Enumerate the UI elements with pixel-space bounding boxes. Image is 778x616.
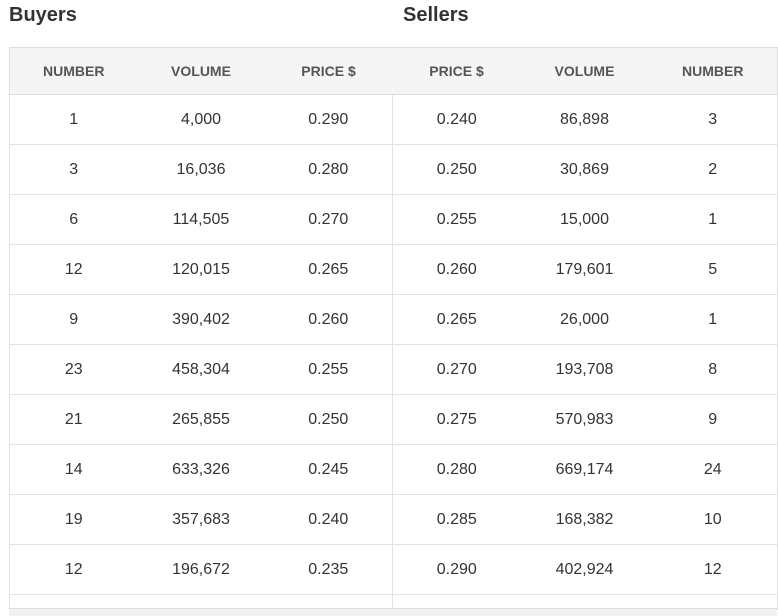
header-sell-price: PRICE $ — [392, 47, 521, 95]
buy-volume-cell: 114,505 — [137, 194, 265, 245]
sell-number-cell: 1 — [648, 294, 778, 345]
table-row: 1 4,000 0.290 0.240 86,898 3 — [9, 94, 778, 145]
buy-number-cell: 19 — [9, 494, 138, 545]
sell-number-cell: 10 — [648, 494, 778, 545]
buy-number-cell: 12 — [9, 244, 138, 295]
table-row: 12 196,672 0.235 0.290 402,924 12 — [9, 544, 778, 595]
sell-price-cell: 0.250 — [392, 144, 521, 195]
buy-number-cell: 9 — [9, 294, 138, 345]
sell-volume-cell: 669,174 — [520, 444, 649, 495]
sell-price-cell: 0.270 — [392, 344, 521, 395]
table-row: 6 114,505 0.270 0.255 15,000 1 — [9, 194, 778, 245]
header-buy-price: PRICE $ — [264, 47, 393, 95]
buy-number-cell: 12 — [9, 544, 138, 595]
table-row: 23 458,304 0.255 0.270 193,708 8 — [9, 344, 778, 395]
buy-number-cell: 14 — [9, 444, 138, 495]
buy-price-cell: 0.265 — [264, 244, 393, 295]
buy-volume-cell: 16,036 — [137, 144, 265, 195]
sell-volume-cell: 26,000 — [520, 294, 649, 345]
header-buy-number: NUMBER — [9, 47, 138, 95]
sell-volume-cell: 30,869 — [520, 144, 649, 195]
sell-price-cell: 0.280 — [392, 444, 521, 495]
sellers-heading: Sellers — [403, 4, 469, 26]
table-row: 12 120,015 0.265 0.260 179,601 5 — [9, 244, 778, 295]
buy-price-cell: 0.255 — [264, 344, 393, 395]
table-header-row: NUMBER VOLUME PRICE $ PRICE $ VOLUME NUM… — [9, 47, 778, 95]
table-body: 1 4,000 0.290 0.240 86,898 3 3 16,036 0.280 0.250… — [9, 94, 778, 610]
buy-number-cell: 3 — [9, 144, 138, 195]
sell-number-cell: 12 — [648, 544, 778, 595]
header-sell-volume: VOLUME — [520, 47, 649, 95]
buy-volume-cell: 357,683 — [137, 494, 265, 545]
sell-volume-cell: 402,924 — [520, 544, 649, 595]
header-sell-number: NUMBER — [648, 47, 778, 95]
sell-number-cell: 5 — [648, 244, 778, 295]
sell-volume-cell: 179,601 — [520, 244, 649, 295]
buy-volume-cell: 196,672 — [137, 544, 265, 595]
buy-price-cell: 0.235 — [264, 544, 393, 595]
buy-number-cell: 21 — [9, 394, 138, 445]
buy-volume-cell: 458,304 — [137, 344, 265, 395]
buy-price-cell: 0.280 — [264, 144, 393, 195]
table-row: 21 265,855 0.250 0.275 570,983 9 — [9, 394, 778, 445]
sell-price-cell: 0.240 — [392, 94, 521, 145]
sell-price-cell: 0.265 — [392, 294, 521, 345]
sell-number-cell: 2 — [648, 144, 778, 195]
buy-price-cell: 0.250 — [264, 394, 393, 445]
buy-price-cell: 0.270 — [264, 194, 393, 245]
sell-volume-cell: 86,898 — [520, 94, 649, 145]
sell-number-cell: 9 — [648, 394, 778, 445]
buy-price-cell: 0.290 — [264, 94, 393, 145]
buyers-heading: Buyers — [9, 4, 77, 26]
sell-price-cell: 0.285 — [392, 494, 521, 545]
buy-volume-cell: 4,000 — [137, 94, 265, 145]
buy-price-cell: 0.260 — [264, 294, 393, 345]
sell-volume-cell: 15,000 — [520, 194, 649, 245]
buy-volume-cell: 390,402 — [137, 294, 265, 345]
table-row: 19 357,683 0.240 0.285 168,382 10 — [9, 494, 778, 545]
table-row: 9 390,402 0.260 0.265 26,000 1 — [9, 294, 778, 345]
buy-price-cell: 0.240 — [264, 494, 393, 545]
sell-number-cell: 8 — [648, 344, 778, 395]
sell-volume-cell: 193,708 — [520, 344, 649, 395]
sell-price-cell: 0.255 — [392, 194, 521, 245]
sell-number-cell: 1 — [648, 194, 778, 245]
buy-volume-cell: 265,855 — [137, 394, 265, 445]
sell-price-cell: 0.290 — [392, 544, 521, 595]
buy-price-cell: 0.245 — [264, 444, 393, 495]
buy-number-cell: 1 — [9, 94, 138, 145]
buy-volume-cell: 633,326 — [137, 444, 265, 495]
header-buy-volume: VOLUME — [137, 47, 265, 95]
buy-number-cell: 23 — [9, 344, 138, 395]
market-depth-table: NUMBER VOLUME PRICE $ PRICE $ VOLUME NUM… — [9, 47, 778, 610]
sell-price-cell: 0.275 — [392, 394, 521, 445]
buy-volume-cell: 120,015 — [137, 244, 265, 295]
sell-volume-cell: 168,382 — [520, 494, 649, 545]
table-row: 14 633,326 0.245 0.280 669,174 24 — [9, 444, 778, 495]
sell-number-cell: 3 — [648, 94, 778, 145]
sell-price-cell: 0.260 — [392, 244, 521, 295]
sell-volume-cell: 570,983 — [520, 394, 649, 445]
table-footer — [9, 608, 777, 616]
table-row: 3 16,036 0.280 0.250 30,869 2 — [9, 144, 778, 195]
buy-number-cell: 6 — [9, 194, 138, 245]
sell-number-cell: 24 — [648, 444, 778, 495]
